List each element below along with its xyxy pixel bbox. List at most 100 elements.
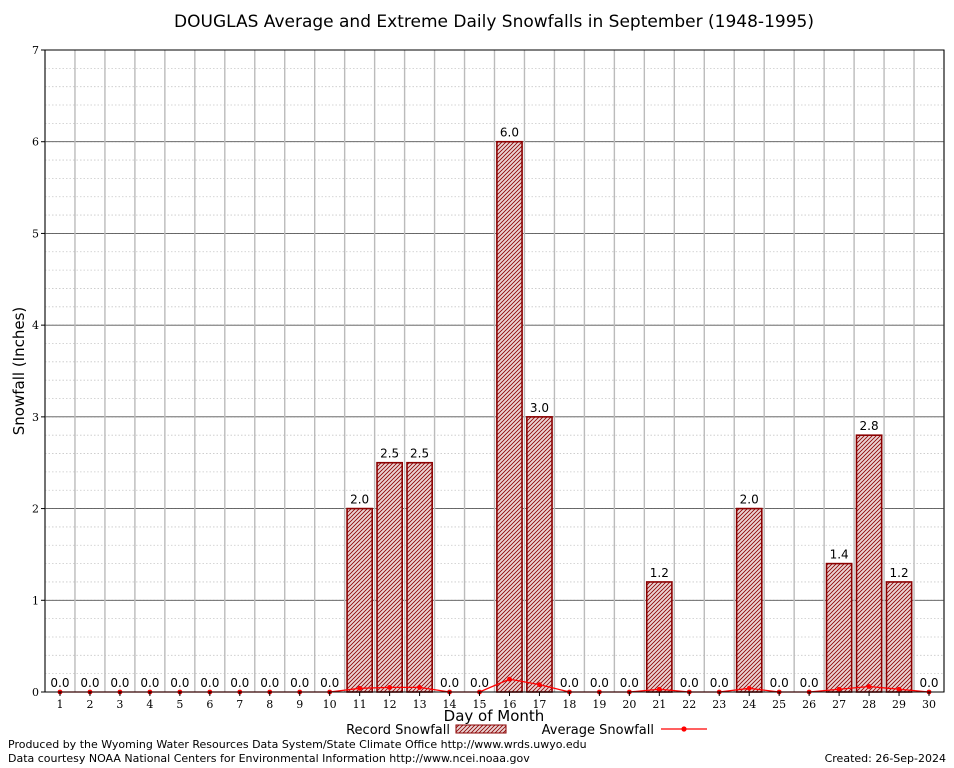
average-point-day-28 (866, 684, 872, 689)
y-tick-label: 0 (32, 686, 39, 699)
record-bar-day-28 (855, 434, 883, 693)
bar-value-label: 2.0 (740, 493, 759, 507)
bar-value-label: 0.0 (80, 676, 99, 690)
x-tick-label: 8 (266, 698, 273, 711)
record-bar-day-17 (526, 416, 553, 693)
x-tick-label: 26 (802, 698, 816, 711)
record-bar-day-13 (406, 461, 433, 693)
bar-value-label: 1.2 (650, 566, 669, 580)
x-tick-label: 4 (146, 698, 153, 711)
plot-border (44, 49, 945, 693)
legend-average-marker (681, 726, 687, 732)
x-tick-label: 23 (712, 698, 726, 711)
x-tick-label: 12 (383, 698, 397, 711)
x-tick-label: 15 (473, 698, 487, 711)
bar-value-label: 0.0 (260, 676, 279, 690)
footer-created: Created: 26-Sep-2024 (824, 752, 946, 765)
x-tick-label: 7 (236, 698, 243, 711)
bar-value-label: 0.0 (170, 676, 189, 690)
legend-average-label: Average Snowfall (542, 723, 654, 738)
x-tick-label: 13 (413, 698, 427, 711)
average-point-day-27 (836, 686, 842, 692)
bar-value-label: 0.0 (440, 676, 459, 690)
x-tick-label: 1 (56, 698, 63, 711)
x-tick-label: 18 (562, 698, 576, 711)
bar-value-label: 3.0 (530, 401, 549, 415)
bar-value-label: 0.0 (590, 676, 609, 690)
bar-value-label: 6.0 (500, 126, 519, 140)
record-bar-day-27 (825, 562, 853, 693)
y-tick-label: 6 (32, 136, 39, 149)
chart-title: DOUGLAS Average and Extreme Daily Snowfa… (174, 12, 814, 32)
x-tick-label: 3 (116, 698, 123, 711)
bar-value-label: 0.0 (710, 676, 729, 690)
bar-value-label: 0.0 (560, 676, 579, 690)
bar-value-label: 0.0 (620, 676, 639, 690)
record-bar-day-29 (885, 581, 913, 693)
y-tick-label: 5 (32, 227, 39, 240)
plot-area: 0.0 0.0 0.0 0.0 0.0 0.0 0.0 0.0 0.0 0.0 2.0 2.5 2.5 0… (32, 44, 945, 711)
y-tick-label: 2 (32, 503, 39, 516)
record-bar-day-21 (645, 581, 673, 693)
x-tick-label: 6 (206, 698, 213, 711)
bar-value-label: 0.0 (770, 676, 789, 690)
x-tick-label: 22 (682, 698, 696, 711)
average-point-day-17 (537, 682, 542, 688)
bar-value-label: 0.0 (919, 676, 938, 690)
y-axis-label: Snowfall (Inches) (10, 307, 28, 435)
average-point-day-24 (746, 685, 752, 691)
bar-value-label: 2.5 (410, 447, 429, 461)
x-axis-label: Day of Month (444, 707, 545, 725)
bar-value-label: 0.0 (230, 676, 249, 690)
record-bar-day-12 (376, 461, 404, 693)
bar-value-label: 0.0 (680, 676, 699, 690)
y-tick-label: 3 (32, 411, 39, 424)
y-tick-label: 1 (32, 594, 39, 607)
bar-value-label: 0.0 (320, 676, 339, 690)
bar-value-label: 0.0 (200, 676, 219, 690)
x-tick-label: 14 (443, 698, 457, 711)
legend: Record Snowfall Average Snowfall (346, 723, 707, 738)
footer-courtesy: Data courtesy NOAA National Centers for … (8, 752, 530, 765)
record-bar-day-16 (496, 140, 523, 693)
average-point-day-16 (507, 676, 512, 682)
x-tick-label: 19 (592, 698, 606, 711)
x-tick-label: 30 (922, 698, 936, 711)
x-tick-label: 17 (532, 698, 546, 711)
footer-producer: Produced by the Wyoming Water Resources … (8, 738, 587, 751)
x-tick-label: 11 (353, 698, 367, 711)
bar-value-label: 2.8 (860, 419, 879, 433)
x-tick-label: 9 (296, 698, 303, 711)
x-tick-label: 28 (862, 698, 876, 711)
x-tick-label: 25 (772, 698, 786, 711)
average-point-day-13 (417, 685, 422, 690)
y-tick-label: 7 (32, 44, 39, 57)
average-point-day-21 (656, 686, 662, 692)
bar-value-label: 0.0 (140, 676, 159, 690)
bar-value-label: 2.0 (350, 493, 369, 507)
bar-value-label: 0.0 (470, 676, 489, 690)
x-tick-label: 21 (652, 698, 666, 711)
legend-record-label: Record Snowfall (346, 723, 450, 738)
x-tick-label: 27 (832, 698, 846, 711)
x-tick-label: 24 (742, 698, 756, 711)
record-bar-day-24 (735, 507, 763, 693)
average-point-day-29 (896, 686, 902, 692)
bar-value-label: 2.5 (380, 447, 399, 461)
record-bar-day-11 (346, 507, 374, 693)
y-tick-label: 4 (32, 319, 39, 332)
legend-record-swatch (455, 724, 507, 734)
x-tick-label: 20 (622, 698, 636, 711)
bar-value-label: 1.4 (830, 548, 849, 562)
bar-value-label: 0.0 (110, 676, 129, 690)
average-point-day-12 (387, 685, 393, 690)
x-tick-label: 2 (86, 698, 93, 711)
bar-value-label: 1.2 (890, 566, 909, 580)
bar-value-label: 0.0 (800, 676, 819, 690)
x-tick-label: 5 (176, 698, 183, 711)
x-tick-label: 29 (892, 698, 906, 711)
x-tick-label: 10 (323, 698, 337, 711)
average-point-day-11 (357, 685, 363, 691)
x-tick-label: 16 (502, 698, 516, 711)
